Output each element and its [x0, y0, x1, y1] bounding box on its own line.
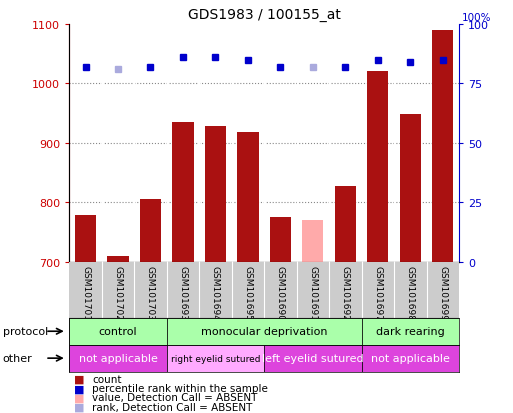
- Text: GSM101690: GSM101690: [276, 265, 285, 320]
- Text: GSM101695: GSM101695: [244, 265, 252, 320]
- Bar: [362, 318, 459, 345]
- Text: GSM101703: GSM101703: [146, 265, 155, 320]
- Title: GDS1983 / 100155_at: GDS1983 / 100155_at: [188, 8, 341, 22]
- Text: right eyelid sutured: right eyelid sutured: [171, 354, 260, 363]
- Text: GSM101701: GSM101701: [81, 265, 90, 320]
- Bar: [69, 345, 167, 372]
- Text: dark rearing: dark rearing: [376, 326, 445, 337]
- Text: protocol: protocol: [3, 326, 48, 337]
- Text: percentile rank within the sample: percentile rank within the sample: [92, 383, 268, 393]
- Bar: [302, 221, 324, 262]
- Text: rank, Detection Call = ABSENT: rank, Detection Call = ABSENT: [92, 401, 253, 412]
- Bar: [167, 318, 362, 345]
- Text: ■: ■: [74, 383, 85, 393]
- Text: GSM101692: GSM101692: [341, 265, 350, 320]
- Text: GSM101694: GSM101694: [211, 265, 220, 320]
- Text: monocular deprivation: monocular deprivation: [201, 326, 327, 337]
- Text: not applicable: not applicable: [371, 353, 450, 363]
- Bar: [432, 31, 453, 262]
- Text: GSM101691: GSM101691: [308, 265, 318, 320]
- Bar: [167, 345, 264, 372]
- Text: ■: ■: [74, 374, 85, 384]
- Text: control: control: [98, 326, 137, 337]
- Bar: [172, 123, 193, 262]
- Text: value, Detection Call = ABSENT: value, Detection Call = ABSENT: [92, 392, 258, 402]
- Bar: [75, 216, 96, 262]
- Text: GSM101702: GSM101702: [113, 265, 123, 320]
- Bar: [362, 345, 459, 372]
- Text: count: count: [92, 374, 122, 384]
- Text: GSM101693: GSM101693: [179, 265, 187, 320]
- Text: ■: ■: [74, 392, 85, 402]
- Text: ■: ■: [74, 401, 85, 412]
- Bar: [140, 200, 161, 262]
- Text: other: other: [3, 353, 32, 363]
- Bar: [335, 186, 356, 262]
- Text: GSM101697: GSM101697: [373, 265, 382, 320]
- Bar: [69, 318, 167, 345]
- Text: not applicable: not applicable: [78, 353, 157, 363]
- Text: GSM101698: GSM101698: [406, 265, 415, 320]
- Text: left eyelid sutured: left eyelid sutured: [262, 353, 364, 363]
- Bar: [367, 72, 388, 262]
- Bar: [264, 345, 362, 372]
- Bar: [238, 133, 259, 262]
- Text: 100%: 100%: [462, 13, 491, 23]
- Bar: [205, 127, 226, 262]
- Text: GSM101699: GSM101699: [439, 265, 447, 320]
- Bar: [400, 115, 421, 262]
- Bar: [107, 256, 129, 262]
- Bar: [270, 218, 291, 262]
